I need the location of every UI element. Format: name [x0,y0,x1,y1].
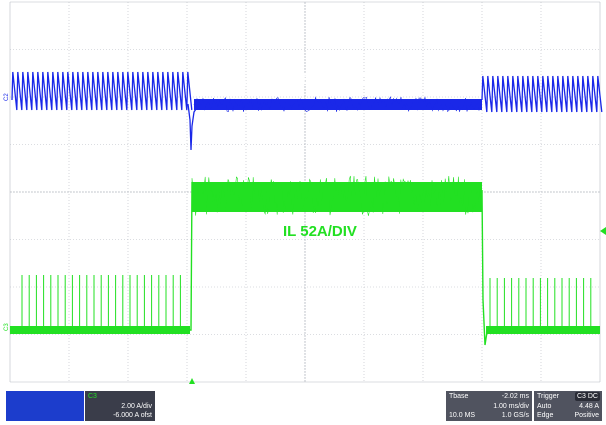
c3-current-trace [10,175,600,346]
timebase-box[interactable]: Tbase -2.02 ms 1.00 ms/div 10.0 MS 1.0 G… [446,391,532,421]
c3-baseline-right [486,326,600,334]
vout-ripple-annotation: VOUT RIPPLE 50mV/DIV [220,71,385,91]
trigger-type: Edge [537,412,554,419]
timebase-label: Tbase [449,393,469,400]
timebase-rate: 1.0 GS/s [501,412,529,419]
trigger-level: 4.48 A [579,403,599,410]
c3-channel-name: C3 [88,393,97,400]
trigger-level-marker[interactable] [600,227,606,235]
c3-spikes-left [21,275,181,328]
trigger-slope: Positive [574,412,599,419]
c2-ripple-left [11,71,193,111]
c3-high-noise [191,175,482,216]
c3-offset: -6.000 A ofst [113,412,152,419]
trigger-label: Trigger [537,393,559,400]
c2-channel-box[interactable] [6,391,84,421]
trigger-box[interactable]: Trigger C3 DC Auto 4.48 A Edge Positive [534,391,602,421]
c2-step-down [187,103,199,151]
c3-falling-edge [481,189,488,346]
il-annotation: IL 52A/DIV [283,223,357,240]
timebase-delay: -2.02 ms [501,393,529,400]
c3-channel-box[interactable]: C3 2.00 A/div -6.000 A ofst [85,391,155,421]
trigger-mode: Auto [537,403,552,410]
c3-baseline-left [10,326,190,334]
c2-ripple-right [481,75,603,113]
timebase-samples: 10.0 MS [449,412,476,419]
c2-voltage-trace [11,71,603,151]
c3-scale: 2.00 A/div [121,403,152,410]
timebase-per-div: 1.00 ms/div [493,403,529,410]
c3-channel-marker: C3 [4,323,10,331]
trigger-tag: C3 DC [574,392,600,401]
trigger-position-marker[interactable] [189,378,195,384]
c2-channel-marker: C2 [4,93,10,101]
c3-rising-edge [189,181,193,331]
c3-spikes-right [489,278,592,328]
c2-flat-noise [193,96,481,113]
